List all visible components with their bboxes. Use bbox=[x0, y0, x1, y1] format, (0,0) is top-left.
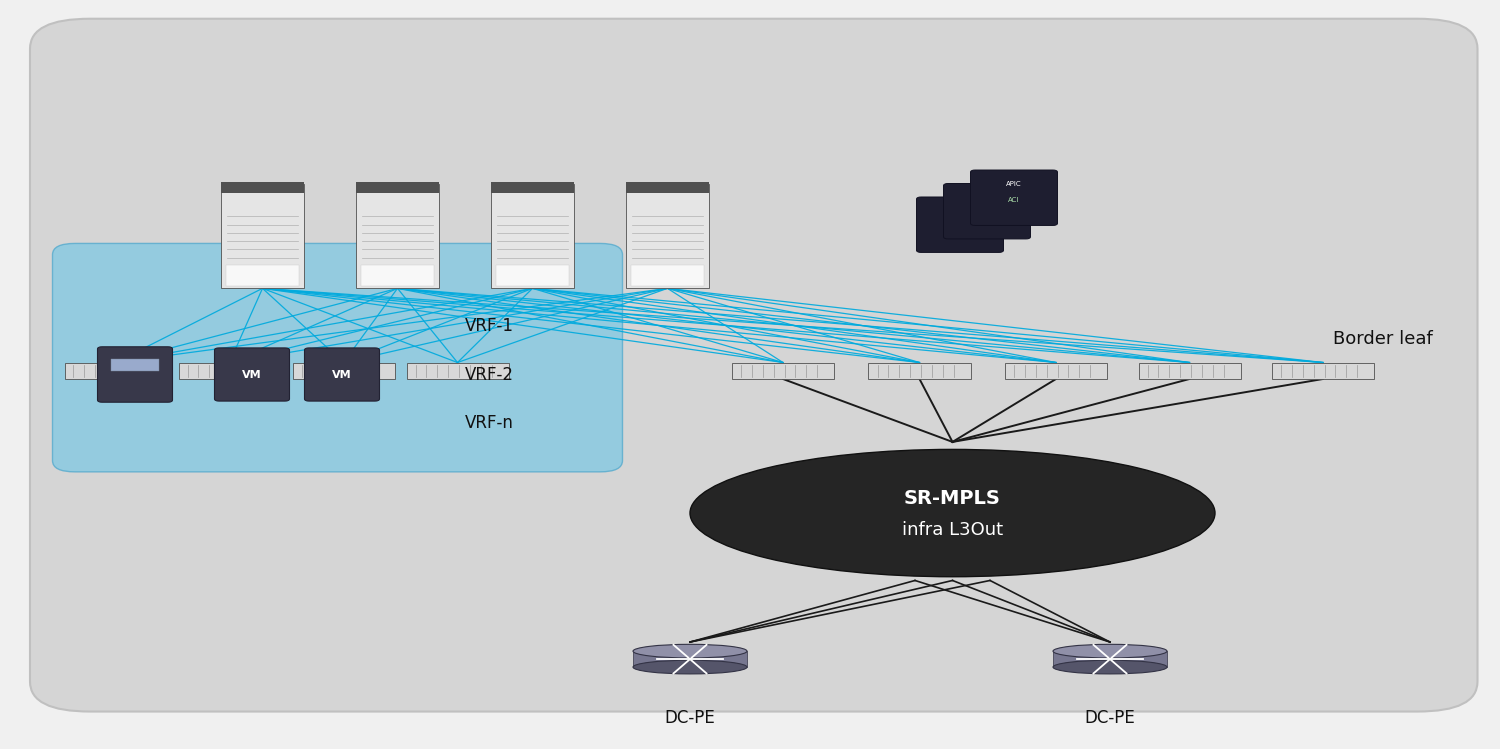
FancyBboxPatch shape bbox=[357, 182, 440, 193]
FancyBboxPatch shape bbox=[633, 651, 747, 667]
Text: APIC: APIC bbox=[1007, 181, 1022, 187]
Text: VM: VM bbox=[332, 369, 352, 380]
FancyBboxPatch shape bbox=[362, 265, 435, 286]
FancyBboxPatch shape bbox=[495, 265, 568, 286]
FancyBboxPatch shape bbox=[178, 363, 280, 379]
Text: DC-PE: DC-PE bbox=[664, 709, 716, 727]
Text: SR-MPLS: SR-MPLS bbox=[904, 488, 1001, 508]
FancyBboxPatch shape bbox=[292, 363, 394, 379]
FancyBboxPatch shape bbox=[868, 363, 970, 379]
Text: VRF-1: VRF-1 bbox=[465, 317, 514, 335]
Ellipse shape bbox=[633, 644, 747, 658]
FancyBboxPatch shape bbox=[490, 182, 573, 193]
FancyBboxPatch shape bbox=[1053, 651, 1167, 667]
FancyBboxPatch shape bbox=[225, 265, 298, 286]
FancyBboxPatch shape bbox=[630, 265, 705, 286]
FancyBboxPatch shape bbox=[732, 363, 834, 379]
FancyBboxPatch shape bbox=[53, 243, 622, 472]
FancyBboxPatch shape bbox=[222, 184, 303, 288]
Ellipse shape bbox=[1053, 644, 1167, 658]
FancyBboxPatch shape bbox=[357, 184, 440, 288]
Text: VM: VM bbox=[242, 369, 262, 380]
Text: VRF-n: VRF-n bbox=[465, 414, 514, 432]
FancyBboxPatch shape bbox=[98, 347, 172, 402]
FancyBboxPatch shape bbox=[916, 197, 1004, 252]
Ellipse shape bbox=[633, 661, 747, 674]
FancyBboxPatch shape bbox=[111, 359, 159, 371]
FancyBboxPatch shape bbox=[1138, 363, 1240, 379]
FancyBboxPatch shape bbox=[627, 182, 708, 193]
FancyBboxPatch shape bbox=[214, 348, 290, 401]
FancyBboxPatch shape bbox=[406, 363, 508, 379]
FancyBboxPatch shape bbox=[970, 170, 1058, 225]
FancyBboxPatch shape bbox=[64, 363, 166, 379]
FancyBboxPatch shape bbox=[944, 184, 1030, 239]
FancyBboxPatch shape bbox=[30, 19, 1478, 712]
FancyBboxPatch shape bbox=[627, 184, 708, 288]
Text: VRF-2: VRF-2 bbox=[465, 366, 514, 383]
Text: Border leaf: Border leaf bbox=[1332, 330, 1432, 348]
FancyBboxPatch shape bbox=[1005, 363, 1107, 379]
Text: DC-PE: DC-PE bbox=[1084, 709, 1136, 727]
FancyBboxPatch shape bbox=[1272, 363, 1374, 379]
FancyBboxPatch shape bbox=[490, 184, 573, 288]
FancyBboxPatch shape bbox=[304, 348, 380, 401]
Text: infra L3Out: infra L3Out bbox=[902, 521, 1004, 539]
Text: ACI: ACI bbox=[1008, 197, 1020, 203]
Ellipse shape bbox=[1053, 661, 1167, 674]
Ellipse shape bbox=[690, 449, 1215, 577]
FancyBboxPatch shape bbox=[222, 182, 303, 193]
